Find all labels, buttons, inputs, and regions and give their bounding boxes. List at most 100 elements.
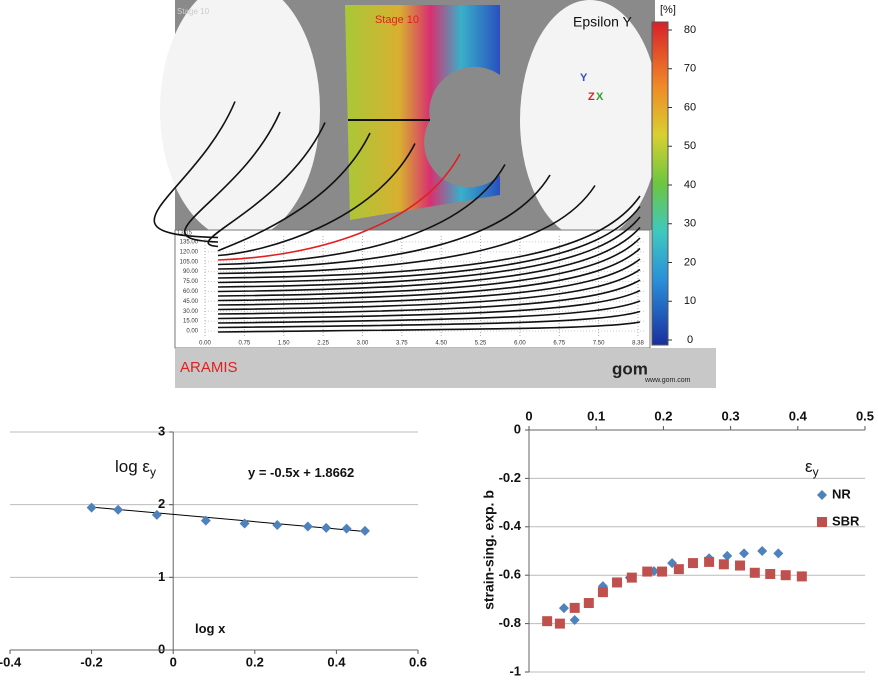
x-tick-label: 0.4: [789, 408, 808, 423]
marker: [583, 598, 594, 609]
marker: [673, 564, 684, 575]
footer-bar: [175, 348, 716, 388]
plot-curve: [217, 185, 596, 275]
marker: [796, 571, 807, 582]
blob: [160, 0, 320, 240]
marker: [341, 523, 352, 534]
annotation-text: ε: [805, 457, 813, 476]
y-tick-label: -0.2: [499, 470, 521, 485]
marker: [151, 509, 162, 520]
y-tick-label: 3: [158, 423, 165, 438]
plot-y-label: 105.00: [180, 259, 199, 265]
plot-x-label: 4.50: [435, 341, 447, 347]
plot-curve: [217, 153, 461, 261]
y-tick-label: 1: [158, 569, 165, 584]
y-axis-label: strain-sing. exp. b: [481, 490, 497, 610]
x-tick-label: 0.5: [856, 408, 874, 423]
marker: [780, 570, 791, 581]
marker: [773, 548, 784, 559]
x-tick-label: 0.3: [722, 408, 740, 423]
marker: [722, 550, 733, 561]
corner-label: Stage 10: [177, 7, 210, 16]
plot-curve: [217, 164, 506, 266]
marker: [302, 521, 313, 532]
legend-label: SBR: [832, 513, 860, 528]
blob: [520, 0, 660, 240]
colorbar-tick-label: 40: [684, 179, 696, 191]
plot-curve: [217, 174, 551, 270]
plot-y-label: 135.00: [180, 239, 199, 245]
annotation: εy: [805, 457, 819, 479]
x-tick-label: 0: [525, 408, 532, 423]
y-tick-label: -0.6: [499, 567, 521, 582]
specimen: [345, 5, 500, 220]
plot-curve: [217, 237, 641, 297]
screenshot: Stage 10 Stage 10 Epsilon Y [%] Y Z X 13…: [160, 0, 716, 388]
quantity: Epsilon Y: [573, 14, 633, 30]
triad-y: Y: [580, 72, 588, 84]
x-tick-label: -0.4: [0, 654, 22, 669]
marker: [739, 548, 750, 559]
colorbar-tick-label: 20: [684, 256, 696, 268]
plot-curve: [217, 310, 641, 329]
annotation-subscript: y: [150, 465, 156, 479]
marker: [569, 614, 580, 625]
plot-y-label: 15.00: [183, 319, 199, 325]
annotation-text: log x: [195, 621, 226, 636]
marker: [272, 520, 283, 531]
plot-curve: [217, 279, 641, 315]
colorbar: [651, 21, 669, 346]
plot-curve: [217, 226, 641, 293]
annotation-subscript: y: [813, 465, 819, 479]
plot-y-label: 90.00: [183, 269, 199, 275]
marker: [542, 616, 553, 627]
y-tick-label: 0: [158, 641, 165, 656]
plot-curve: [183, 111, 281, 243]
marker: [735, 560, 746, 571]
plot-x-label: 6.00: [514, 341, 526, 347]
plot-curve: [217, 195, 641, 279]
logo: gom: [612, 359, 648, 378]
marker: [569, 602, 580, 613]
plot-x-label: 8.38: [632, 341, 644, 347]
annotation-text: y = -0.5x + 1.8662: [248, 465, 354, 480]
colorbar-tick-label: 50: [684, 140, 696, 152]
y-tick-label: 0: [514, 421, 521, 436]
url: www.gom.com: [644, 377, 691, 384]
plot-y-label: 30.00: [183, 309, 199, 315]
marker: [554, 618, 565, 629]
marker: [86, 502, 97, 513]
annotation: log εy: [115, 457, 156, 479]
marker: [817, 490, 827, 500]
trendline: [91, 506, 366, 532]
colorbar-tick-label: 30: [684, 218, 696, 230]
marker: [765, 568, 776, 579]
plot-x-label: 3.75: [396, 341, 408, 347]
brand: ARAMIS: [180, 359, 238, 376]
marker: [612, 577, 623, 588]
plot-x-label: 2.25: [317, 341, 329, 347]
marker: [359, 525, 370, 536]
x-tick-label: 0.2: [654, 408, 672, 423]
x-tick-label: 0: [170, 654, 177, 669]
legend-label: NR: [832, 486, 851, 501]
marker: [757, 546, 768, 556]
plot-curve: [217, 300, 641, 324]
x-tick-label: -0.2: [80, 654, 102, 669]
triad-x: X: [596, 91, 604, 103]
marker: [704, 556, 715, 567]
plot-y-label: 75.00: [183, 279, 199, 285]
plot-curve: [217, 321, 641, 333]
plot-x-label: 1.50: [278, 341, 290, 347]
colorbar-tick-label: 80: [684, 24, 696, 36]
marker: [321, 522, 332, 533]
marker: [626, 572, 637, 583]
unit: [%]: [660, 4, 676, 16]
colorbar-tick-label: 70: [684, 63, 696, 75]
annotation-text: log ε: [115, 457, 150, 476]
plot-x-label: 7.50: [593, 341, 605, 347]
marker: [817, 517, 827, 527]
annotation: log x: [195, 621, 226, 636]
plot-y-label: 45.00: [183, 299, 199, 305]
